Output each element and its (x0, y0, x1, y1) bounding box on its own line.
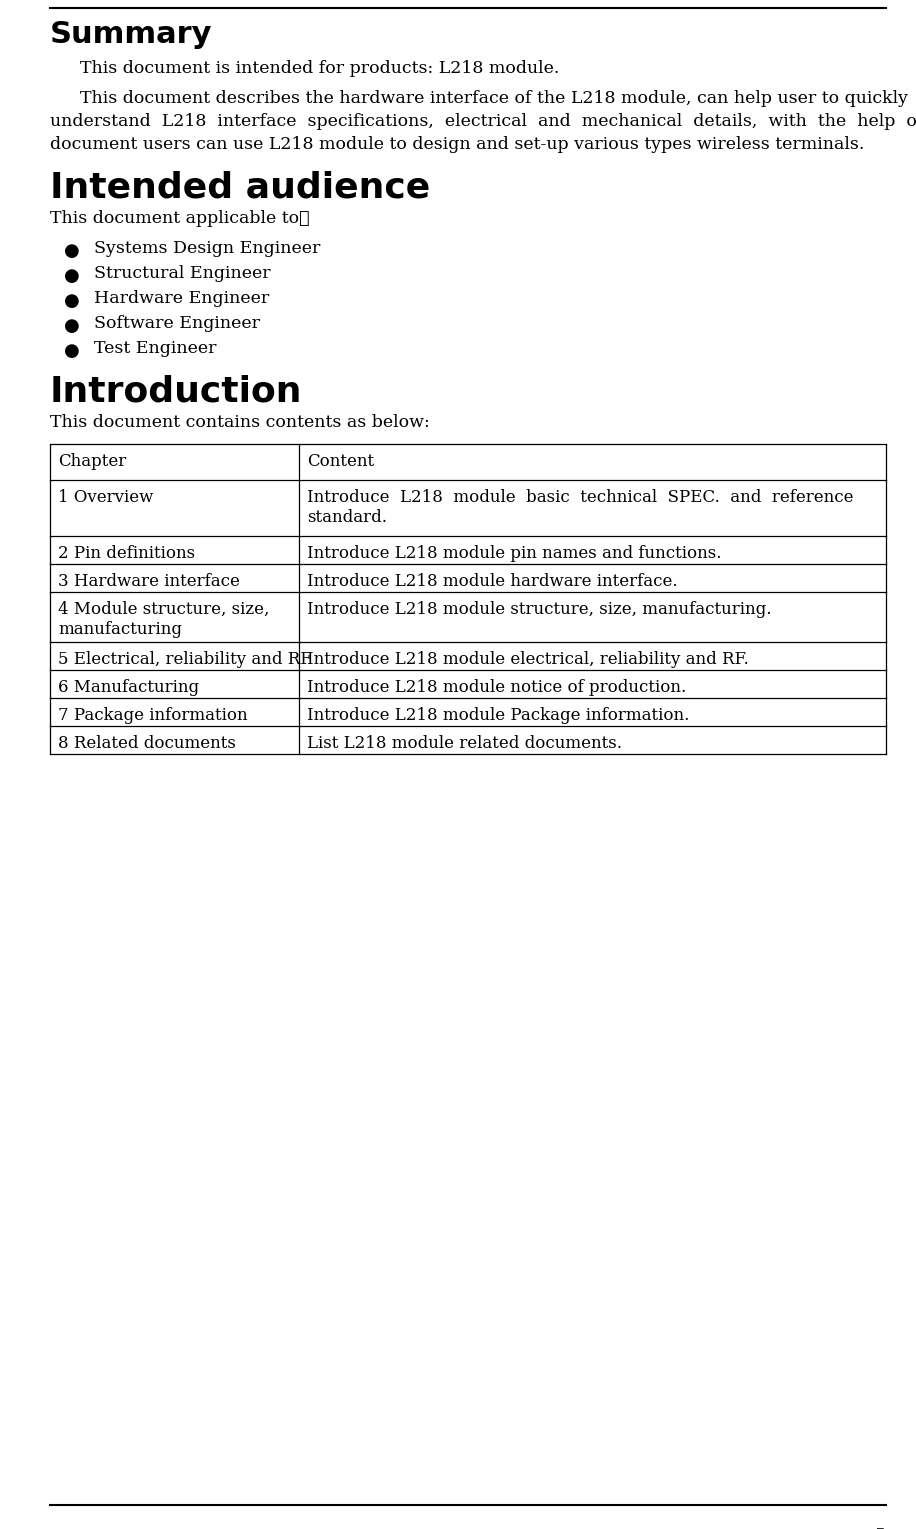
Text: Introduce L218 module pin names and functions.: Introduce L218 module pin names and func… (307, 544, 722, 561)
Text: ●: ● (64, 292, 80, 310)
Text: This document describes the hardware interface of the L218 module, can help user: This document describes the hardware int… (80, 90, 908, 107)
Text: ●: ● (64, 242, 80, 260)
Text: Introduce L218 module electrical, reliability and RF.: Introduce L218 module electrical, reliab… (307, 651, 749, 668)
Text: standard.: standard. (307, 509, 387, 526)
Text: Introduce L218 module Package information.: Introduce L218 module Package informatio… (307, 706, 690, 723)
Text: 7 Package information: 7 Package information (58, 706, 247, 723)
Text: Software Engineer: Software Engineer (94, 315, 260, 332)
Text: Introduce L218 module structure, size, manufacturing.: Introduce L218 module structure, size, m… (307, 601, 771, 618)
Text: 4 Module structure, size,: 4 Module structure, size, (58, 601, 269, 618)
Text: List L218 module related documents.: List L218 module related documents. (307, 735, 622, 752)
Text: This document is intended for products: L218 module.: This document is intended for products: … (80, 60, 560, 76)
Text: Hardware Engineer: Hardware Engineer (94, 291, 269, 307)
Text: ●: ● (64, 268, 80, 284)
Text: Introduce L218 module notice of production.: Introduce L218 module notice of producti… (307, 679, 686, 696)
Text: This document contains contents as below:: This document contains contents as below… (50, 414, 430, 431)
Text: 5 Electrical, reliability and RF: 5 Electrical, reliability and RF (58, 651, 311, 668)
Text: Content: Content (307, 453, 375, 469)
Text: This document applicable to：: This document applicable to： (50, 209, 310, 226)
Text: Introduce L218 module hardware interface.: Introduce L218 module hardware interface… (307, 573, 678, 590)
Text: 8 Related documents: 8 Related documents (58, 735, 236, 752)
Text: Introduction: Introduction (50, 375, 302, 408)
Text: Test Engineer: Test Engineer (94, 339, 216, 356)
Text: understand  L218  interface  specifications,  electrical  and  mechanical  detai: understand L218 interface specifications… (50, 113, 916, 130)
Text: Summary: Summary (50, 20, 213, 49)
Text: 6 Manufacturing: 6 Manufacturing (58, 679, 199, 696)
Text: Chapter: Chapter (58, 453, 126, 469)
Text: 1 Overview: 1 Overview (58, 489, 153, 506)
Text: ●: ● (64, 317, 80, 335)
Text: Systems Design Engineer: Systems Design Engineer (94, 240, 321, 257)
Text: 5: 5 (875, 1527, 886, 1529)
Text: 2 Pin definitions: 2 Pin definitions (58, 544, 195, 561)
Text: 3 Hardware interface: 3 Hardware interface (58, 573, 240, 590)
Text: Introduce  L218  module  basic  technical  SPEC.  and  reference: Introduce L218 module basic technical SP… (307, 489, 854, 506)
Text: Structural Engineer: Structural Engineer (94, 265, 270, 281)
Text: ●: ● (64, 342, 80, 359)
Text: Intended audience: Intended audience (50, 171, 431, 205)
Text: manufacturing: manufacturing (58, 621, 182, 638)
Text: document users can use L218 module to design and set-up various types wireless t: document users can use L218 module to de… (50, 136, 865, 153)
